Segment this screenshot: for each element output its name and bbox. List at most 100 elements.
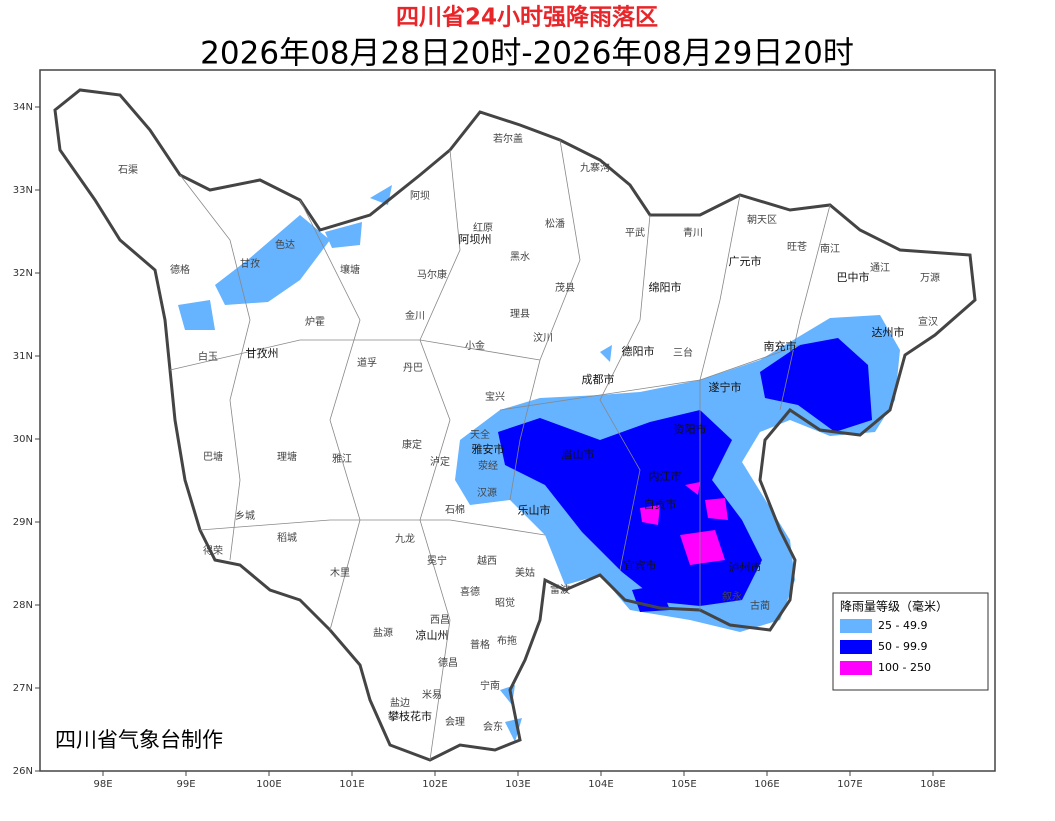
place-label: 九龙 [395, 532, 415, 545]
place-label: 普格 [470, 638, 490, 651]
place-label: 巴塘 [203, 450, 223, 463]
place-label: 青川 [683, 226, 703, 239]
place-label: 泸州市 [729, 560, 762, 574]
y-tick-label: 34N [13, 102, 33, 113]
place-label: 雷波 [550, 583, 570, 596]
place-label: 理县 [510, 308, 530, 320]
rain-area [632, 338, 872, 612]
y-tick-label: 32N [13, 268, 33, 279]
title: 四川省24小时强降雨落区 [396, 5, 658, 31]
place-label: 自贡市 [644, 497, 677, 511]
place-label: 巴中市 [837, 270, 870, 284]
place-label: 雅安市 [472, 442, 505, 456]
x-tick-label: 104E [588, 779, 613, 790]
legend: 降雨量等级（毫米） 25 - 49.9 50 - 99.9 100 - 250 [832, 592, 989, 691]
place-label: 稻城 [277, 532, 297, 544]
place-label: 通江 [870, 262, 890, 274]
place-label: 南江 [820, 242, 840, 255]
place-label: 马尔康 [417, 268, 447, 281]
place-label: 朝天区 [747, 214, 777, 226]
place-label: 宝兴 [485, 390, 505, 403]
x-tick-label: 100E [256, 779, 281, 790]
place-label: 丹巴 [403, 362, 423, 374]
place-label: 壤塘 [340, 263, 360, 276]
place-label: 汶川 [533, 331, 553, 344]
legend-label: 100 - 250 [878, 661, 931, 674]
place-label: 若尔盖 [493, 132, 523, 145]
place-label: 乡城 [235, 510, 255, 522]
legend-label: 50 - 99.9 [878, 640, 927, 653]
place-label: 泸定 [430, 455, 450, 468]
credit: 四川省气象台制作 [55, 728, 223, 752]
place-label: 眉山市 [562, 447, 595, 461]
place-label: 阿坝 [410, 190, 430, 202]
rain-area [640, 482, 728, 565]
legend-label: 25 - 49.9 [878, 619, 927, 632]
place-label: 美姑 [515, 566, 535, 579]
place-label: 会东 [483, 720, 503, 733]
place-label: 成都市 [582, 372, 615, 386]
place-label: 宜宾市 [624, 558, 657, 572]
province-outline [53, 88, 977, 762]
place-label: 万源 [920, 271, 940, 284]
y-tick-label: 31N [13, 351, 33, 362]
place-label: 越西 [477, 554, 497, 567]
place-label: 石渠 [118, 164, 138, 176]
place-label: 盐源 [373, 626, 393, 639]
place-label: 小金 [465, 339, 485, 352]
place-label: 德阳市 [622, 344, 655, 358]
y-tick-label: 33N [13, 185, 33, 196]
place-label: 遂宁市 [709, 380, 742, 394]
x-tick-label: 105E [671, 779, 696, 790]
county-borders [169, 139, 831, 761]
place-label: 金川 [405, 309, 425, 322]
place-label: 石棉 [445, 503, 465, 516]
place-label: 达州市 [872, 325, 905, 339]
x-tick-label: 106E [754, 779, 779, 790]
place-label: 德格 [170, 263, 190, 276]
place-label: 资阳市 [674, 422, 707, 436]
place-label: 炉霍 [305, 316, 325, 328]
x-tick-label: 107E [837, 779, 862, 790]
place-label: 色达 [275, 238, 295, 251]
y-tick-label: 26N [13, 766, 33, 777]
place-label: 天全 [470, 428, 490, 441]
place-label: 甘孜 [240, 257, 260, 270]
place-label: 叙永 [722, 590, 742, 603]
place-label: 白玉 [198, 350, 218, 363]
place-label: 茂县 [555, 281, 575, 294]
place-label: 德昌 [438, 656, 458, 669]
legend-swatch [840, 619, 872, 633]
x-tick-label: 98E [93, 779, 112, 790]
place-label: 道孚 [357, 356, 377, 369]
place-label: 凉山州 [416, 628, 449, 642]
place-label: 冕宁 [427, 554, 447, 567]
y-tick-label: 28N [13, 600, 33, 611]
subtitle: 2026年08月28日20时-2026年08月29日20时 [200, 36, 854, 72]
place-label: 松潘 [545, 217, 565, 230]
place-label: 康定 [402, 438, 422, 451]
place-label: 会理 [445, 715, 465, 728]
legend-swatch [840, 661, 872, 675]
place-label: 广元市 [729, 254, 762, 268]
place-label: 得荣 [203, 545, 223, 557]
x-tick-label: 102E [422, 779, 447, 790]
place-label: 雅江 [332, 452, 352, 465]
place-label: 绵阳市 [649, 280, 682, 294]
place-label: 昭觉 [495, 597, 515, 609]
place-label: 平武 [625, 226, 645, 239]
place-label: 木里 [330, 567, 350, 579]
y-tick-label: 30N [13, 434, 33, 445]
place-label: 黑水 [510, 251, 530, 263]
place-label: 古蔺 [750, 599, 770, 612]
place-label: 三台 [673, 346, 693, 359]
place-label: 内江市 [649, 469, 682, 483]
place-label: 九寨沟 [580, 161, 610, 174]
place-label: 米易 [422, 688, 442, 701]
place-label: 红原 [473, 221, 493, 234]
place-label: 喜德 [460, 585, 480, 598]
place-label: 汉源 [477, 486, 497, 499]
place-label: 甘孜州 [246, 346, 279, 360]
place-label: 阿坝州 [459, 232, 492, 246]
